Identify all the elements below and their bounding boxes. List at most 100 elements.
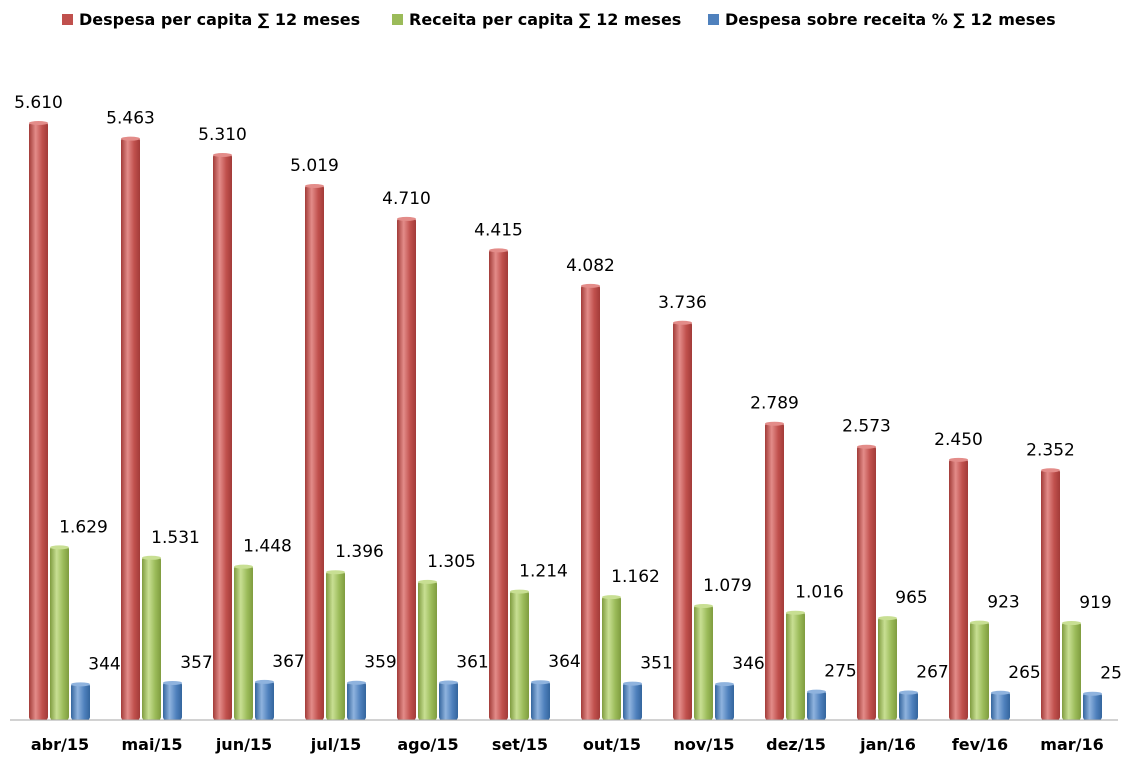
data-label-fev-16-series-3: 265 (1008, 663, 1040, 683)
bar-cap-nov-15-series-1 (673, 320, 692, 325)
bar-cap-mai-15-series-2 (142, 555, 161, 560)
bar-dez-15-series-1 (765, 422, 784, 720)
bar-fev-16-series-1 (949, 458, 968, 720)
bar-cap-mar-16-series-1 (1041, 468, 1060, 473)
legend-swatch-despesa (62, 13, 73, 25)
data-label-out-15-series-3: 351 (640, 654, 672, 674)
data-label-fev-16-series-1: 2.450 (934, 430, 983, 450)
legend-label-despesa: Despesa per capita ∑ 12 meses (79, 9, 361, 29)
legend-item-receita: Receita per capita ∑ 12 meses (392, 6, 681, 32)
data-label-ago-15-series-1: 4.710 (382, 189, 431, 209)
data-label-abr-15-series-3: 344 (88, 654, 120, 674)
bar-abr-15-series-3 (71, 683, 90, 720)
data-label-jul-15-series-2: 1.396 (335, 542, 384, 562)
data-labels-group: 5.610 1.629 344 5.463 1.531 357 5.310 1.448 367 5… (14, 93, 1122, 684)
bar-nov-15-series-3 (715, 683, 734, 720)
bar-cap-nov-15-series-3 (715, 682, 734, 687)
data-label-abr-15-series-1: 5.610 (14, 93, 63, 113)
data-label-set-15-series-3: 364 (548, 652, 580, 672)
tick-label-nov-15: nov/15 (674, 735, 735, 754)
tick-label-jun-15: jun/15 (215, 735, 272, 754)
bar-cap-ago-15-series-1 (397, 216, 416, 221)
bar-fev-16-series-3 (991, 691, 1010, 720)
bar-cap-out-15-series-3 (623, 681, 642, 686)
bar-jan-16-series-2 (878, 617, 897, 720)
bar-cap-jul-15-series-3 (347, 680, 366, 685)
bar-jan-16-series-3 (899, 691, 918, 720)
bar-fev-16-series-2 (970, 621, 989, 720)
data-label-mar-16-series-2: 919 (1079, 593, 1111, 613)
data-label-out-15-series-2: 1.162 (611, 567, 660, 587)
bar-cap-mar-16-series-3 (1083, 691, 1102, 696)
data-label-fev-16-series-2: 923 (987, 593, 1019, 613)
data-label-set-15-series-1: 4.415 (474, 220, 523, 240)
data-label-nov-15-series-3: 346 (732, 654, 764, 674)
tick-label-mai-15: mai/15 (121, 735, 182, 754)
bar-dez-15-series-2 (786, 611, 805, 720)
tick-label-dez-15: dez/15 (766, 735, 826, 754)
bar-abr-15-series-2 (50, 546, 69, 720)
legend-item-despesa: Despesa per capita ∑ 12 meses (62, 6, 360, 32)
tick-label-abr-15: abr/15 (31, 735, 89, 754)
bar-ago-15-series-3 (439, 681, 458, 720)
bar-cap-mai-15-series-1 (121, 136, 140, 141)
legend-label-receita: Receita per capita ∑ 12 meses (409, 9, 682, 29)
bar-mar-16-series-3 (1083, 692, 1102, 720)
bar-cap-abr-15-series-1 (29, 121, 48, 125)
x-axis-ticks: abr/15 mai/15 jun/15 jul/15 ago/15 set/15 out/… (31, 735, 1104, 754)
bar-cap-abr-15-series-2 (50, 545, 69, 550)
data-label-dez-15-series-3: 275 (824, 662, 856, 682)
bar-ago-15-series-1 (397, 217, 416, 720)
data-label-set-15-series-2: 1.214 (519, 562, 568, 582)
data-label-jun-15-series-2: 1.448 (243, 537, 292, 557)
bar-jun-15-series-2 (234, 565, 253, 720)
bar-set-15-series-2 (510, 590, 529, 720)
bar-cap-jun-15-series-1 (213, 152, 232, 157)
bar-mar-16-series-1 (1041, 469, 1060, 720)
data-label-jan-16-series-3: 267 (916, 663, 948, 683)
bar-mai-15-series-1 (121, 137, 140, 720)
bar-mar-16-series-2 (1062, 622, 1081, 720)
bar-cap-fev-16-series-1 (949, 457, 968, 462)
bar-out-15-series-3 (623, 682, 642, 720)
bar-cap-jan-16-series-1 (857, 444, 876, 449)
bar-cap-jun-15-series-2 (234, 564, 253, 569)
bar-cap-nov-15-series-2 (694, 603, 713, 608)
bars-group (29, 121, 1102, 720)
bar-cap-out-15-series-2 (602, 595, 621, 600)
tick-label-fev-16: fev/16 (952, 735, 1008, 754)
legend-item-despesa-sobre-receita: Despesa sobre receita % ∑ 12 meses (708, 6, 1056, 32)
bar-cap-jun-15-series-3 (255, 679, 274, 684)
data-label-jul-15-series-1: 5.019 (290, 156, 339, 176)
bar-jul-15-series-1 (305, 184, 324, 720)
bar-cap-ago-15-series-2 (418, 579, 437, 584)
tick-label-jan-16: jan/16 (859, 735, 916, 754)
bar-cap-dez-15-series-3 (807, 689, 826, 694)
data-label-dez-15-series-1: 2.789 (750, 394, 799, 414)
data-label-mai-15-series-3: 357 (180, 653, 212, 673)
bar-cap-jan-16-series-2 (878, 616, 897, 621)
bar-cap-set-15-series-1 (489, 248, 508, 253)
bar-cap-jan-16-series-3 (899, 690, 918, 695)
bar-cap-set-15-series-2 (510, 589, 529, 594)
bar-abr-15-series-1 (29, 122, 48, 720)
bar-cap-jul-15-series-1 (305, 183, 324, 188)
data-label-jun-15-series-1: 5.310 (198, 125, 247, 145)
bar-set-15-series-3 (531, 681, 550, 720)
data-label-mar-16-series-1: 2.352 (1026, 440, 1075, 460)
bar-cap-ago-15-series-3 (439, 680, 458, 685)
tick-label-out-15: out/15 (583, 735, 641, 754)
bar-cap-mar-16-series-2 (1062, 621, 1081, 626)
data-label-ago-15-series-3: 361 (456, 653, 488, 673)
legend: Despesa per capita ∑ 12 meses Receita pe… (0, 6, 1122, 32)
bar-mai-15-series-3 (163, 681, 182, 720)
data-label-mai-15-series-2: 1.531 (151, 528, 200, 548)
legend-swatch-receita (392, 13, 403, 25)
data-label-mai-15-series-1: 5.463 (106, 109, 155, 129)
tick-label-jul-15: jul/15 (310, 735, 361, 754)
bar-out-15-series-2 (602, 596, 621, 720)
bar-cap-jul-15-series-2 (326, 570, 345, 575)
bar-cap-fev-16-series-2 (970, 620, 989, 625)
bar-jun-15-series-3 (255, 680, 274, 720)
tick-label-mar-16: mar/16 (1040, 735, 1103, 754)
